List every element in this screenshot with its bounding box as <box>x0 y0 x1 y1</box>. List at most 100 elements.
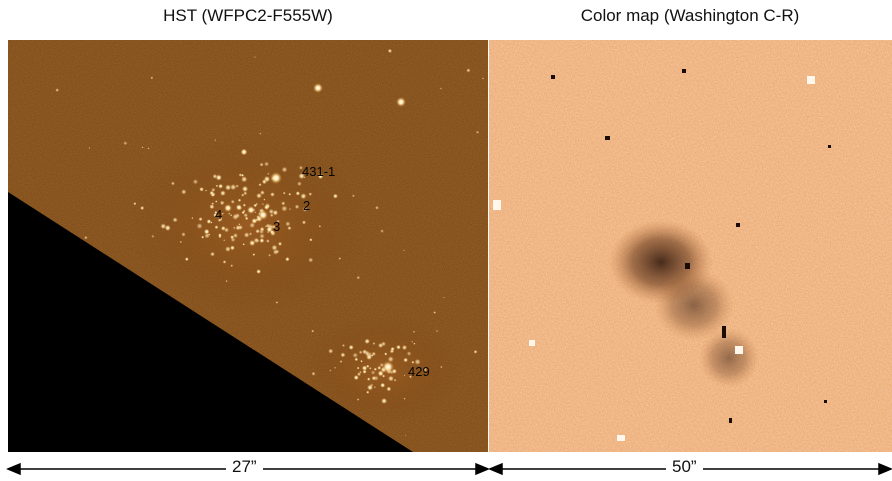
star <box>230 237 236 243</box>
star <box>235 184 240 188</box>
star <box>294 204 300 210</box>
star <box>380 382 386 388</box>
star <box>219 190 226 197</box>
star <box>151 234 155 238</box>
star <box>282 191 286 195</box>
star <box>242 243 245 246</box>
star <box>223 239 226 242</box>
star <box>387 356 394 363</box>
star <box>482 77 484 80</box>
label-429: 429 <box>408 364 430 379</box>
star <box>206 219 212 224</box>
hst-image-panel: 431-1 2 3 4 429 <box>8 40 488 452</box>
star <box>387 375 395 382</box>
point-source <box>807 76 815 84</box>
point-source <box>729 418 732 423</box>
star <box>366 384 374 391</box>
point-source <box>682 69 686 73</box>
star <box>408 375 413 379</box>
star <box>366 364 370 368</box>
point-source <box>722 326 726 338</box>
point-source <box>617 435 625 441</box>
colormap-image <box>489 40 892 452</box>
star <box>147 147 150 150</box>
star <box>218 183 224 189</box>
star <box>209 204 215 210</box>
star <box>338 257 342 260</box>
star <box>248 232 253 236</box>
star <box>247 206 255 214</box>
star <box>285 256 290 262</box>
star <box>251 218 258 224</box>
star <box>214 225 219 230</box>
star <box>285 221 291 227</box>
star <box>384 352 388 356</box>
star <box>123 141 128 146</box>
star <box>150 76 154 80</box>
star <box>341 343 346 348</box>
hst-image <box>8 40 488 452</box>
scale-bars <box>6 462 892 476</box>
star <box>224 246 231 253</box>
star <box>199 186 204 192</box>
star <box>317 173 324 180</box>
star <box>403 397 406 400</box>
star <box>259 226 265 232</box>
star <box>267 172 270 176</box>
star <box>401 344 408 351</box>
star <box>243 191 248 196</box>
star <box>217 218 222 222</box>
star <box>387 48 393 54</box>
star <box>263 198 266 201</box>
star <box>252 253 256 257</box>
star <box>221 212 224 215</box>
star <box>259 190 265 196</box>
star <box>396 344 401 350</box>
star <box>229 183 237 191</box>
star <box>332 193 338 199</box>
star <box>214 139 217 142</box>
star <box>371 375 377 381</box>
dark-region-tail <box>654 269 734 341</box>
cluster-glow-upper <box>128 135 368 315</box>
star <box>422 367 428 372</box>
star <box>287 226 292 231</box>
star <box>443 296 445 299</box>
star <box>354 357 359 362</box>
star <box>240 148 248 156</box>
star <box>198 217 203 222</box>
star <box>329 369 332 372</box>
star <box>272 209 279 216</box>
star <box>256 192 262 199</box>
hst-stars <box>14 48 484 452</box>
star <box>386 386 392 392</box>
colormap-panel-title: Color map (Washington C-R) <box>580 6 800 25</box>
star <box>203 228 210 235</box>
left-scale-label: 27” <box>226 457 263 477</box>
star <box>308 192 313 196</box>
star <box>340 352 346 358</box>
star <box>243 232 250 238</box>
star <box>141 146 144 149</box>
star <box>271 224 276 230</box>
star <box>241 185 249 193</box>
star <box>301 220 307 225</box>
star <box>380 397 388 405</box>
star <box>396 97 406 107</box>
star <box>211 202 215 205</box>
star <box>309 238 313 242</box>
star <box>201 235 205 239</box>
star <box>255 228 260 234</box>
star <box>352 352 359 359</box>
star <box>373 386 376 389</box>
star <box>230 199 235 204</box>
star <box>180 189 187 195</box>
star <box>265 239 270 244</box>
star <box>237 198 242 202</box>
star <box>243 212 249 218</box>
star <box>218 233 222 237</box>
star <box>288 207 292 211</box>
star <box>181 232 186 237</box>
star <box>412 330 416 334</box>
point-source <box>685 263 690 269</box>
